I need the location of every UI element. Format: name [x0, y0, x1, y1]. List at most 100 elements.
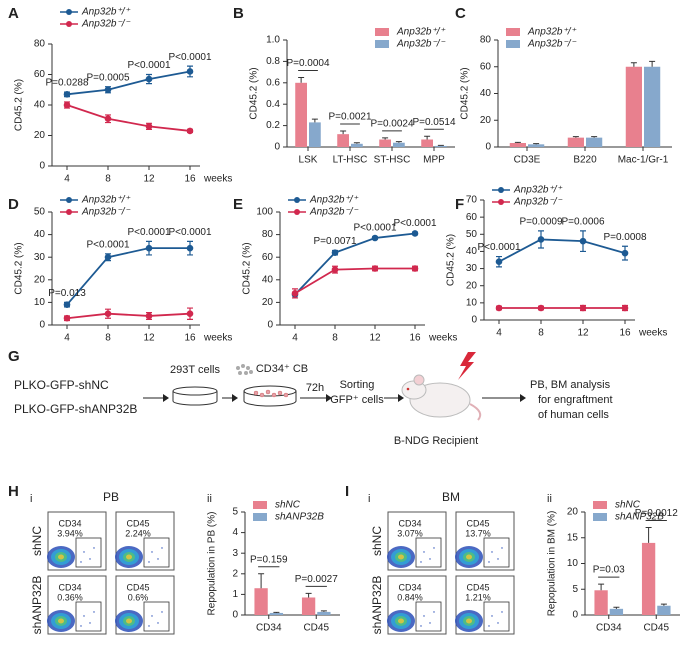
- legend-label: Anp32b⁻/⁻: [396, 39, 446, 50]
- legend-marker: [498, 199, 504, 205]
- legend-label: Anp32b⁺/⁺: [309, 195, 359, 206]
- construct-label: PLKO-GFP-shNC: [14, 378, 109, 392]
- panel: F CD45.2 (%) 0 10 20 30 40 50 60 70 Anp32b⁺/⁺Anp32…: [446, 185, 668, 339]
- gate: [75, 537, 102, 568]
- event: [148, 625, 150, 627]
- point: [621, 249, 629, 257]
- gate-marker: CD45: [466, 582, 489, 592]
- error-bar: [533, 143, 540, 145]
- y-tick-label: 1: [232, 589, 238, 600]
- series-line: [498, 238, 626, 263]
- point: [537, 236, 545, 243]
- error-bar: [572, 136, 579, 138]
- step-label: for engraftment: [538, 394, 613, 406]
- y-tick-label: 20: [262, 297, 274, 308]
- panel-letter: H: [8, 483, 19, 500]
- y-tick-label: 80: [480, 35, 492, 46]
- x-tick-label: 12: [577, 328, 589, 339]
- event: [89, 558, 91, 560]
- x-tick-label: 16: [409, 333, 421, 344]
- legend-label: Anp32b⁺/⁺: [81, 195, 131, 206]
- bar: [609, 608, 624, 615]
- y-tick-label: 20: [466, 280, 478, 291]
- y-tick-label: 30: [34, 252, 46, 263]
- row-label: shNC: [370, 526, 384, 556]
- y-tick-label: 20: [34, 274, 46, 285]
- point: [331, 249, 339, 256]
- point: [186, 68, 194, 75]
- p-value: P=0.0514: [412, 117, 456, 128]
- legend-label: shANP32B: [615, 512, 664, 523]
- p-value: P=0.0288: [45, 78, 89, 89]
- x-tick-label: 12: [143, 174, 155, 185]
- legend-swatch: [375, 40, 389, 48]
- y-axis-label: CD45.2 (%): [14, 79, 25, 131]
- legend-label: Anp32b⁻/⁻: [513, 197, 563, 208]
- gate: [75, 601, 102, 632]
- x-tick-label: 4: [496, 328, 502, 339]
- p-value: P<0.0001: [86, 239, 130, 250]
- point: [145, 244, 153, 252]
- gate-marker: CD45: [466, 518, 489, 528]
- event: [151, 551, 153, 553]
- error-bar: [598, 583, 605, 591]
- point: [186, 127, 194, 135]
- error-bar: [382, 137, 389, 140]
- y-axis-label: CD45.2 (%): [249, 67, 260, 119]
- p-value: P=0.0024: [370, 119, 414, 130]
- panel-letter: I: [345, 483, 349, 500]
- event: [148, 561, 150, 563]
- error-bar: [660, 603, 667, 606]
- p-value: P<0.0001: [127, 60, 171, 71]
- y-tick-label: 60: [34, 69, 46, 80]
- legend-marker: [66, 21, 72, 27]
- point: [186, 244, 194, 252]
- gate-percent: 13.7%: [465, 528, 491, 538]
- event: [89, 622, 91, 624]
- error-bar: [258, 573, 265, 589]
- arrow-head: [326, 394, 332, 402]
- p-value: P<0.0001: [168, 52, 212, 63]
- y-tick-label: 0.8: [266, 56, 280, 67]
- error-bar: [645, 526, 652, 543]
- x-tick-label: 16: [184, 333, 196, 344]
- step-label: Sorting: [340, 379, 375, 391]
- point: [104, 86, 112, 94]
- p-value: P=0.0071: [313, 236, 357, 247]
- y-axis-label: CD45.2 (%): [446, 234, 457, 286]
- event: [491, 615, 493, 617]
- p-value: P=0.03: [593, 565, 625, 576]
- bar: [351, 143, 363, 147]
- y-tick-label: 40: [480, 88, 492, 99]
- legend-marker: [498, 187, 504, 193]
- arrow-head: [163, 394, 169, 402]
- bar: [567, 137, 584, 147]
- x-tick-label: CD34: [596, 623, 622, 634]
- point: [145, 75, 153, 83]
- y-tick-label: 3: [232, 548, 238, 559]
- p-value: P=0.0009: [519, 216, 563, 227]
- error-bar: [305, 592, 312, 598]
- event: [488, 625, 490, 627]
- bar: [393, 142, 405, 147]
- y-tick-label: 40: [34, 100, 46, 111]
- y-axis-label: CD45.2 (%): [14, 242, 25, 294]
- y-tick-label: 4: [232, 527, 238, 538]
- y-tick-label: 0: [267, 320, 273, 331]
- p-value: P=0.0005: [86, 72, 130, 83]
- y-tick-label: 2: [232, 568, 238, 579]
- y-axis-label: CD45.2 (%): [460, 67, 471, 119]
- cell-cloud: [126, 554, 132, 560]
- legend-swatch: [375, 28, 389, 36]
- error-bar: [353, 142, 360, 144]
- point: [411, 230, 419, 237]
- y-tick-label: 0: [274, 142, 280, 153]
- cell-cloud: [466, 554, 472, 560]
- panel-letter: C: [455, 5, 466, 22]
- virus-particles: [236, 364, 253, 375]
- y-tick-label: 50: [34, 207, 46, 218]
- error-bar: [424, 135, 431, 140]
- gate: [415, 601, 442, 632]
- point: [621, 304, 629, 312]
- panel: D CD45.2 (%) 0 10 20 30 40 50 Anp32b⁺/⁺Anp32b⁻/⁻…: [8, 195, 232, 344]
